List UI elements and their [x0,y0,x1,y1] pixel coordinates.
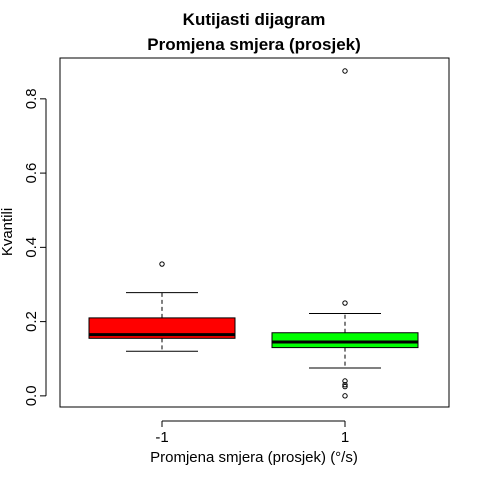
y-tick-label: 0.2 [23,311,40,332]
y-tick-label: 0.6 [23,163,40,184]
box-iqr [271,332,419,349]
outlier-point [342,383,348,390]
x-tick-label: -1 [155,429,168,446]
y-tick-label: 0.0 [23,385,40,406]
outlier-point [159,261,165,267]
x-axis-label: Promjena smjera (prosjek) (°/s) [150,449,358,466]
outlier-point [342,393,348,399]
outlier-point [342,382,348,388]
y-tick-label: 0.4 [23,237,40,258]
outlier-point [342,300,348,306]
chart-subtitle: Promjena smjera (prosjek) [147,35,361,54]
outlier-point [342,68,348,74]
y-tick-label: 0.8 [23,88,40,109]
chart-title: Kutijasti dijagram [183,10,326,29]
outlier-point [342,378,348,384]
x-tick-label: 1 [341,429,349,446]
plot-frame [59,57,450,408]
y-axis-label: Kvantili [0,208,16,256]
